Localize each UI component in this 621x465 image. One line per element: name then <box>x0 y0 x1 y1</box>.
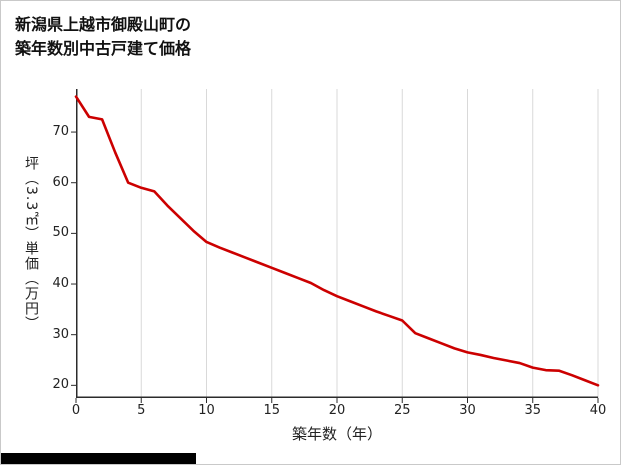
chart-title-line2: 築年数別中古戸建て価格 <box>15 39 192 58</box>
x-axis-label: 築年数（年） <box>291 425 382 443</box>
y-tick-label: 70 <box>52 124 69 140</box>
y-tick-label: 30 <box>52 326 69 342</box>
chart-title: 新潟県上越市御殿山町の 築年数別中古戸建て価格 <box>15 13 191 61</box>
plot-svg <box>71 89 600 403</box>
x-tick-label: 30 <box>459 403 476 418</box>
y-tick-label: 50 <box>52 225 69 241</box>
y-tick-label: 60 <box>52 174 69 190</box>
y-tick-label: 20 <box>52 377 69 393</box>
x-tick-label: 20 <box>328 403 346 418</box>
price-line <box>74 95 600 387</box>
y-tick-label: 40 <box>52 276 69 292</box>
x-tick-label: 40 <box>589 403 607 418</box>
x-tick-label: 10 <box>198 403 215 418</box>
y-axis-label: 坪（3.3㎡）単価（万円） <box>23 155 39 332</box>
x-tick-label: 25 <box>393 403 411 418</box>
x-tick-label: 5 <box>137 403 146 418</box>
x-tick-label: 0 <box>71 403 81 418</box>
x-tick-label: 15 <box>263 403 281 418</box>
x-tick-label: 35 <box>524 403 542 418</box>
footer-bar <box>1 453 196 464</box>
chart-title-line1: 新潟県上越市御殿山町の <box>15 15 192 34</box>
